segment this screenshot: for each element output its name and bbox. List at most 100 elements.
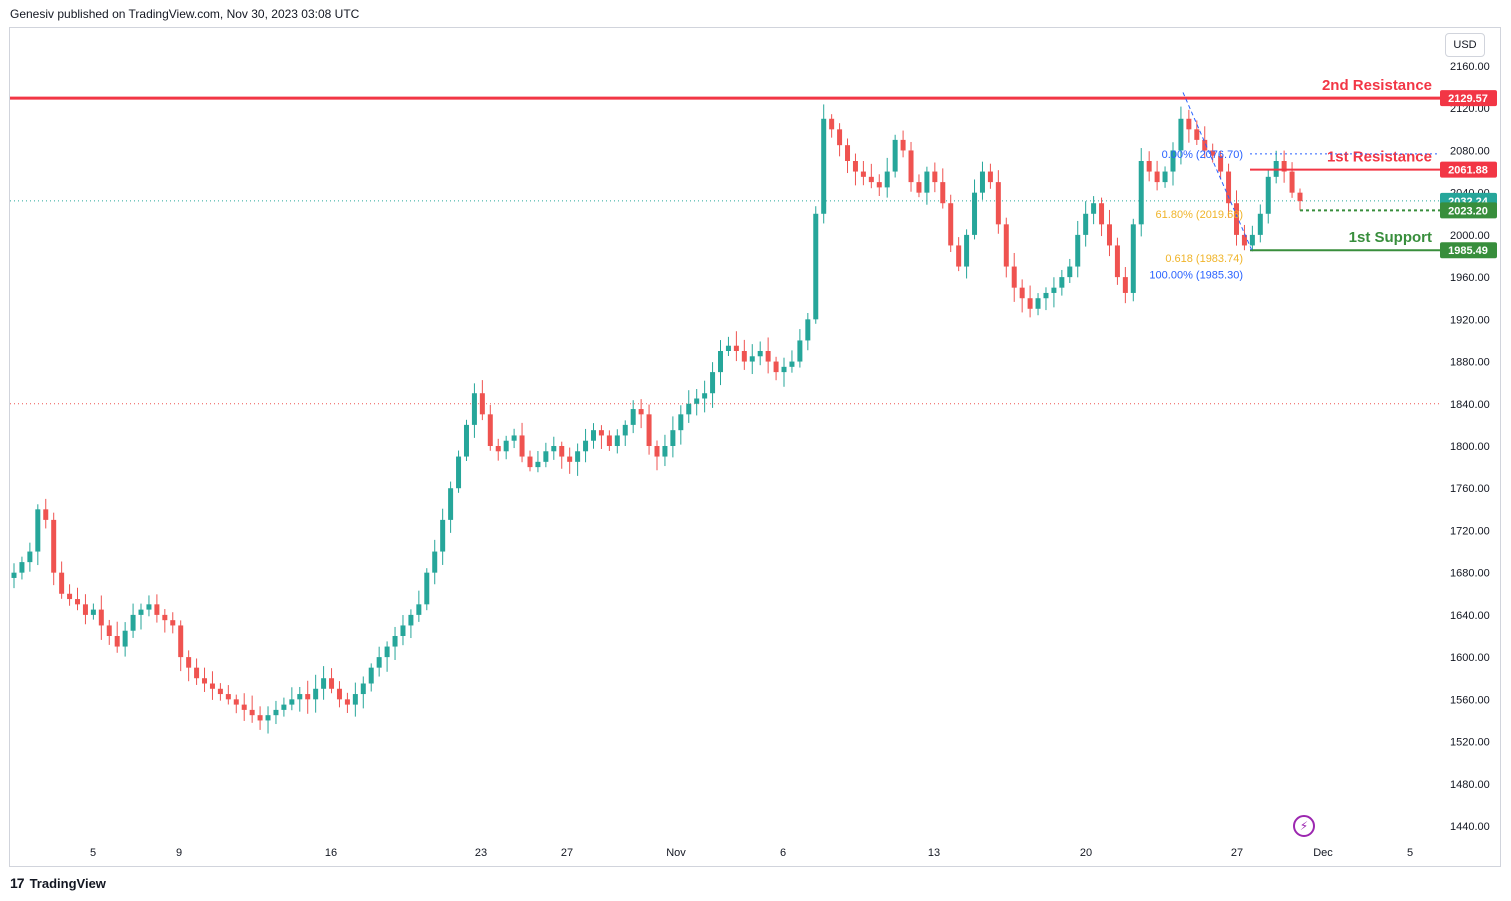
candle-body bbox=[146, 604, 152, 610]
candle-body bbox=[1051, 287, 1057, 293]
candle-body bbox=[313, 688, 319, 700]
candle-body bbox=[511, 435, 517, 441]
candle-body bbox=[551, 446, 557, 452]
candle-body bbox=[773, 361, 779, 373]
candle-body bbox=[1162, 171, 1168, 183]
y-tick-label: 1640.00 bbox=[1450, 610, 1490, 622]
candle-body bbox=[948, 203, 954, 246]
candle-body bbox=[360, 683, 366, 695]
candle-body bbox=[979, 171, 985, 193]
y-tick-label: 1720.00 bbox=[1450, 525, 1490, 537]
x-tick-label: 23 bbox=[475, 847, 487, 859]
candle-body bbox=[162, 614, 168, 621]
currency-selector[interactable]: USD bbox=[1445, 33, 1485, 57]
fib-label: 100.00% (1985.30) bbox=[1149, 269, 1243, 281]
candle-body bbox=[1233, 203, 1239, 235]
candle-body bbox=[1265, 176, 1271, 214]
candle-body bbox=[670, 430, 676, 446]
candle-body bbox=[265, 715, 271, 721]
candle-body bbox=[741, 351, 747, 362]
candle-body bbox=[614, 435, 620, 446]
candle-body bbox=[900, 139, 906, 151]
lightning-icon[interactable]: ⚡ bbox=[1293, 815, 1315, 837]
x-tick-label: 16 bbox=[325, 847, 337, 859]
y-tick-label: 1680.00 bbox=[1450, 568, 1490, 580]
y-tick-label: 1960.00 bbox=[1450, 272, 1490, 284]
candle-body bbox=[1067, 266, 1073, 278]
candle-body bbox=[154, 604, 160, 615]
y-tick-label: 2000.00 bbox=[1450, 230, 1490, 242]
candle-body bbox=[837, 129, 843, 146]
candle-body bbox=[440, 519, 446, 552]
candle-body bbox=[972, 192, 978, 235]
candle-body bbox=[662, 446, 668, 457]
candle-body bbox=[273, 709, 279, 716]
candle-body bbox=[98, 609, 104, 626]
candle-body bbox=[392, 636, 398, 647]
candle-body bbox=[408, 614, 414, 626]
candle-body bbox=[1019, 287, 1025, 299]
tradingview-logo[interactable]: 17 TradingView bbox=[10, 875, 106, 891]
candle-body bbox=[1043, 292, 1049, 299]
candle-body bbox=[281, 704, 287, 710]
candle-body bbox=[138, 609, 144, 615]
candle-body bbox=[305, 694, 311, 700]
candle-body bbox=[1154, 171, 1160, 183]
candle-body bbox=[567, 456, 573, 462]
candle-body bbox=[448, 488, 454, 520]
candle-body bbox=[622, 424, 628, 436]
candle-body bbox=[1257, 213, 1263, 235]
candle-body bbox=[1210, 150, 1216, 156]
candle-body bbox=[336, 688, 342, 700]
y-tick-label: 1880.00 bbox=[1450, 357, 1490, 369]
candle-body bbox=[1226, 171, 1232, 204]
candle-body bbox=[543, 451, 549, 462]
candle-body bbox=[297, 694, 303, 700]
publisher-header: Genesiv published on TradingView.com, No… bbox=[10, 7, 360, 21]
chart-frame bbox=[9, 27, 1501, 867]
candle-body bbox=[829, 118, 835, 130]
candle-body bbox=[733, 345, 739, 351]
candle-body bbox=[424, 572, 430, 605]
candle-body bbox=[1114, 245, 1120, 278]
candle-body bbox=[718, 351, 724, 373]
candle-body bbox=[122, 630, 128, 647]
candle-body bbox=[178, 625, 184, 658]
candle-body bbox=[257, 715, 263, 721]
candle-body bbox=[821, 118, 827, 214]
candle-body bbox=[487, 414, 493, 446]
candle-body bbox=[630, 409, 636, 425]
candle-body bbox=[694, 398, 700, 404]
candle-body bbox=[35, 509, 41, 552]
candle-body bbox=[1289, 171, 1295, 193]
candle-body bbox=[233, 699, 239, 705]
candle-body bbox=[249, 709, 255, 716]
candle-body bbox=[384, 646, 390, 658]
candle-body bbox=[1202, 139, 1208, 151]
x-tick-label: Nov bbox=[666, 847, 686, 859]
candle-body bbox=[130, 614, 136, 631]
candle-body bbox=[519, 435, 525, 457]
price-tag bbox=[1440, 242, 1497, 259]
fib-diagonal bbox=[1182, 92, 1253, 251]
y-tick-label: 2160.00 bbox=[1450, 61, 1490, 73]
candle-body bbox=[1075, 234, 1081, 267]
y-tick-label: 1560.00 bbox=[1450, 694, 1490, 706]
x-tick-label: 20 bbox=[1080, 847, 1092, 859]
candle-body bbox=[11, 572, 17, 578]
candle-body bbox=[1281, 161, 1287, 172]
candle-body bbox=[1186, 118, 1192, 130]
candle-body bbox=[852, 161, 858, 172]
candle-body bbox=[884, 171, 890, 188]
candle-body bbox=[217, 688, 223, 695]
candle-body bbox=[527, 456, 533, 468]
candle-body bbox=[67, 593, 73, 600]
candle-body bbox=[749, 356, 755, 362]
price-tag-text: 1985.49 bbox=[1448, 245, 1488, 257]
y-tick-label: 1920.00 bbox=[1450, 314, 1490, 326]
key-level-label: 1st Resistance bbox=[1327, 149, 1432, 166]
x-tick-label: 9 bbox=[176, 847, 182, 859]
tradingview-mark-icon: 17 bbox=[10, 875, 25, 891]
x-tick-label: 5 bbox=[1407, 847, 1413, 859]
